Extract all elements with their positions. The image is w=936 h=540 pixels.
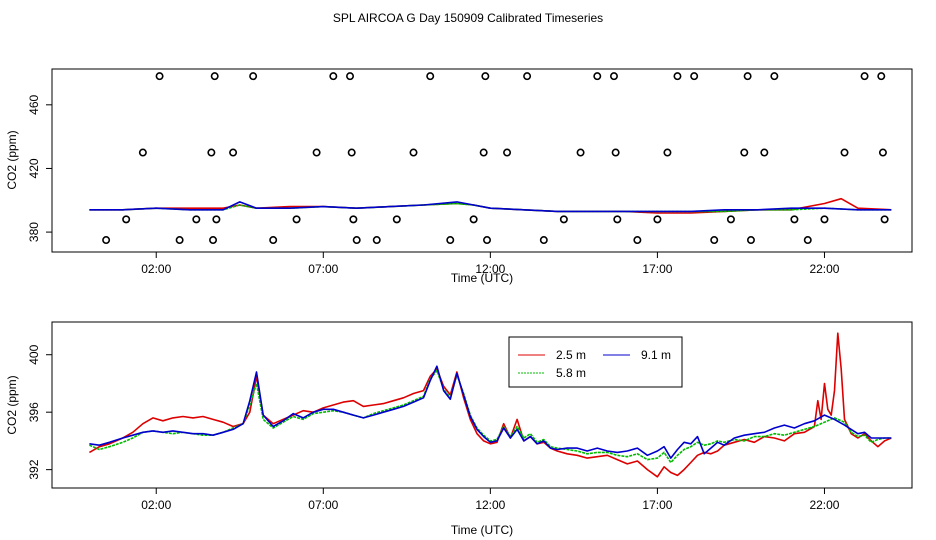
top-flag-point [690, 72, 699, 81]
legend-label-5-8m: 5.8 m [556, 366, 586, 380]
top-flag-point [880, 215, 889, 224]
top-flag-point [746, 236, 755, 245]
top-y-tick-label: 420 [27, 158, 41, 178]
top-y-axis-label: CO2 (ppm) [5, 130, 19, 189]
legend-label-2-5m: 2.5 m [556, 348, 586, 362]
top-flag-point [609, 72, 618, 81]
top-flag-point [611, 148, 620, 157]
bottom-x-tick-label: 17:00 [642, 498, 672, 512]
legend-label-9-1m: 9.1 m [641, 348, 671, 362]
top-flag-point [760, 148, 769, 157]
top-flag-point [349, 215, 358, 224]
bottom-y-axis: 392 396 400 [27, 344, 52, 480]
bottom-y-tick-label: 400 [27, 344, 41, 364]
top-flag-point [469, 215, 478, 224]
top-flag-point [207, 148, 216, 157]
bottom-x-tick-label: 22:00 [809, 498, 839, 512]
top-flag-point [312, 148, 321, 157]
top-flag-point [175, 236, 184, 245]
top-x-axis: 02:00 07:00 12:00 17:00 22:00 [141, 252, 840, 276]
top-flag-point [743, 72, 752, 81]
legend-box [508, 336, 683, 388]
top-y-axis: 380 420 460 [27, 94, 52, 242]
top-flag-point [346, 72, 355, 81]
top-flag-point [138, 148, 147, 157]
top-flag-point [426, 72, 435, 81]
bottom-series-9-1-m [89, 365, 892, 459]
top-flag-point [803, 236, 812, 245]
figure-title: SPL AIRCOA G Day 150909 Calibrated Times… [333, 11, 603, 25]
top-y-tick-label: 380 [27, 222, 41, 242]
top-x-axis-label: Time (UTC) [451, 271, 513, 285]
top-flag-point [155, 72, 164, 81]
bottom-panel: 02:00 07:00 12:00 17:00 22:00 392 396 400 Time… [5, 321, 913, 537]
top-flag-point [663, 148, 672, 157]
bottom-x-axis: 02:00 07:00 12:00 17:00 22:00 [141, 488, 840, 512]
top-flag-point [329, 72, 338, 81]
top-flag-point [770, 72, 779, 81]
top-flag-point [673, 72, 682, 81]
top-flag-point [292, 215, 301, 224]
top-flag-point [576, 148, 585, 157]
top-flag-point [212, 215, 221, 224]
top-flag-point [523, 72, 532, 81]
top-flag-point [877, 72, 886, 81]
top-flag-point [249, 72, 258, 81]
top-flag-point [860, 72, 869, 81]
top-flag-point [392, 215, 401, 224]
top-flag-points [102, 72, 889, 245]
top-flag-point [503, 148, 512, 157]
top-flag-point [481, 72, 490, 81]
top-flag-point [653, 215, 662, 224]
top-flag-point [593, 72, 602, 81]
top-flag-point [483, 236, 492, 245]
top-flag-point [613, 215, 622, 224]
top-series-9-1-m [89, 201, 892, 213]
top-panel: 02:00 07:00 12:00 17:00 22:00 380 420 460 Time… [5, 68, 913, 285]
top-flag-point [840, 148, 849, 157]
top-plot-frame [51, 68, 913, 253]
top-flag-point [269, 236, 278, 245]
top-flag-point [726, 215, 735, 224]
bottom-plot-frame [51, 321, 913, 489]
bottom-y-tick-label: 392 [27, 459, 41, 479]
top-flag-point [122, 215, 131, 224]
top-flag-point [192, 215, 201, 224]
top-flag-point [209, 236, 218, 245]
top-flag-point [210, 72, 219, 81]
top-flag-point [352, 236, 361, 245]
top-flag-point [878, 148, 887, 157]
legend: 2.5 m 5.8 m 9.1 m [508, 336, 683, 388]
top-flag-point [633, 236, 642, 245]
top-x-tick-label: 02:00 [141, 262, 171, 276]
top-flag-point [479, 148, 488, 157]
top-flag-point [347, 148, 356, 157]
bottom-x-axis-label: Time (UTC) [451, 523, 513, 537]
top-flag-point [740, 148, 749, 157]
top-flag-point [446, 236, 455, 245]
top-flag-point [229, 148, 238, 157]
top-flag-point [710, 236, 719, 245]
top-flag-point [102, 236, 111, 245]
bottom-series-lines [89, 332, 892, 478]
top-flag-point [790, 215, 799, 224]
bottom-y-tick-label: 396 [27, 402, 41, 422]
top-x-tick-label: 07:00 [308, 262, 338, 276]
top-x-tick-label: 17:00 [642, 262, 672, 276]
top-flag-point [559, 215, 568, 224]
top-flag-point [539, 236, 548, 245]
top-x-tick-label: 12:00 [475, 262, 505, 276]
top-flag-point [409, 148, 418, 157]
top-flag-point [820, 215, 829, 224]
top-flag-point [372, 236, 381, 245]
top-x-tick-label: 22:00 [809, 262, 839, 276]
bottom-x-tick-label: 07:00 [308, 498, 338, 512]
top-y-tick-label: 460 [27, 94, 41, 114]
top-series-lines [89, 197, 892, 214]
bottom-y-axis-label: CO2 (ppm) [5, 375, 19, 434]
bottom-x-tick-label: 12:00 [475, 498, 505, 512]
bottom-x-tick-label: 02:00 [141, 498, 171, 512]
